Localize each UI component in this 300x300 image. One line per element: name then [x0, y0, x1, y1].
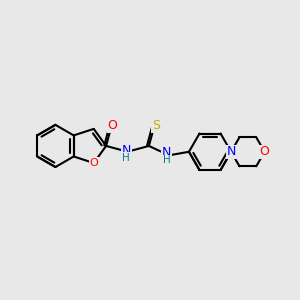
Text: S: S [152, 119, 160, 132]
Text: N: N [162, 146, 172, 159]
Text: O: O [108, 119, 117, 132]
Text: N: N [226, 145, 236, 158]
Text: H: H [163, 155, 171, 165]
Text: H: H [122, 153, 130, 163]
Text: N: N [122, 144, 131, 157]
Text: O: O [260, 145, 269, 158]
Text: O: O [89, 158, 98, 168]
